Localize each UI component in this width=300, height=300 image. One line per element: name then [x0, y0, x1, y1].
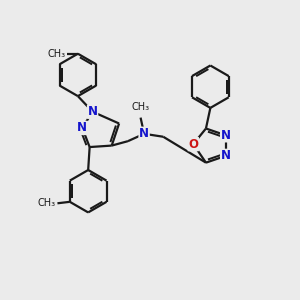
Text: N: N: [77, 122, 87, 134]
Text: CH₃: CH₃: [38, 198, 56, 208]
Text: O: O: [188, 138, 198, 151]
Text: N: N: [221, 149, 231, 162]
Text: CH₃: CH₃: [47, 49, 65, 59]
Text: N: N: [139, 127, 149, 140]
Text: CH₃: CH₃: [131, 102, 150, 112]
Text: N: N: [221, 129, 231, 142]
Text: N: N: [88, 105, 98, 118]
